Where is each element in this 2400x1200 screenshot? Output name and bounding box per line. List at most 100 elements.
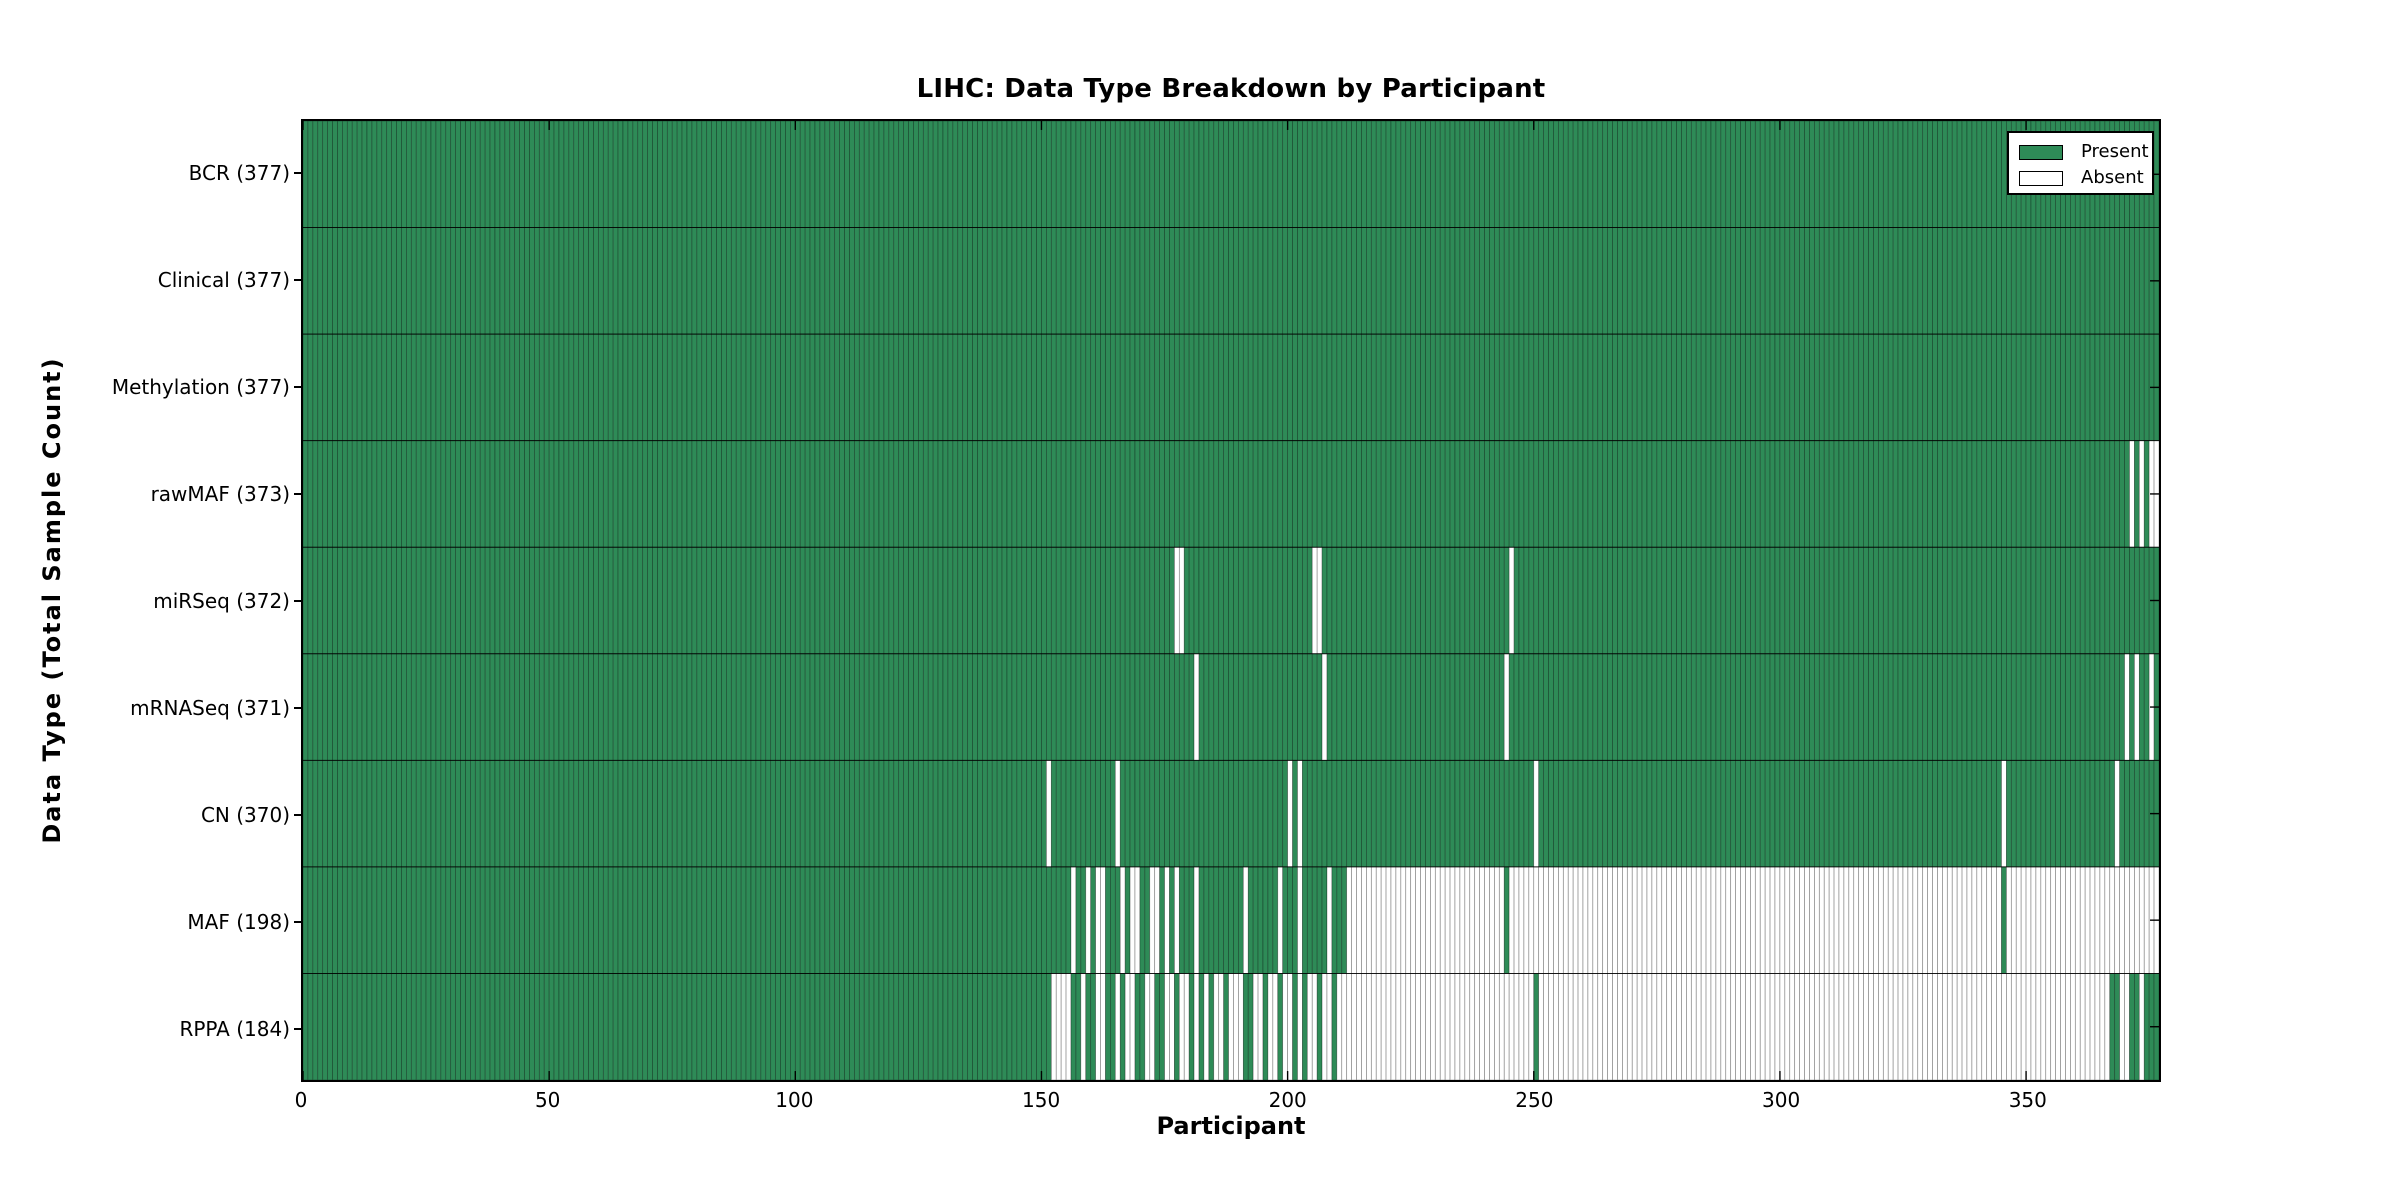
participant-cell	[1725, 121, 1732, 228]
participant-cell	[1267, 546, 1274, 655]
heatmap-row-RPPA	[303, 973, 2159, 1080]
participant-cell	[1558, 866, 1564, 974]
participant-cell	[913, 227, 919, 335]
participant-cell	[671, 440, 678, 548]
y-tick-label: Clinical (377)	[157, 267, 290, 292]
participant-cell	[1873, 973, 1879, 1080]
participant-cell	[322, 333, 328, 442]
participant-cell	[1897, 759, 1904, 868]
participant-cell	[1065, 759, 1072, 868]
participant-cell	[799, 866, 806, 974]
participant-cell	[1174, 653, 1180, 761]
participant-cell	[1164, 121, 1170, 228]
participant-cell	[1735, 227, 1741, 335]
participant-cell	[617, 866, 624, 974]
participant-cell	[2129, 546, 2135, 655]
participant-cell	[1577, 759, 1584, 868]
participant-cell	[1661, 333, 1668, 442]
participant-cell	[391, 333, 397, 442]
participant-cell	[1159, 546, 1165, 655]
participant-cell	[913, 121, 919, 228]
participant-cell	[1188, 653, 1195, 761]
participant-cell	[1892, 759, 1899, 868]
participant-cell	[499, 759, 506, 868]
participant-cell	[1607, 973, 1613, 1080]
participant-cell	[1927, 759, 1933, 868]
participant-cell	[1188, 227, 1195, 335]
participant-cell	[1238, 121, 1244, 228]
participant-cell	[381, 653, 388, 761]
participant-cell	[1818, 546, 1825, 655]
participant-cell	[602, 333, 609, 442]
participant-cell	[1036, 546, 1042, 655]
participant-cell	[2035, 333, 2042, 442]
participant-cell	[893, 546, 900, 655]
participant-cell	[863, 333, 870, 442]
participant-cell	[494, 546, 501, 655]
participant-cell	[1848, 440, 1855, 548]
participant-cell	[1021, 121, 1028, 228]
participant-cell	[479, 333, 486, 442]
participant-cell	[1164, 866, 1170, 974]
participant-cell	[1149, 227, 1156, 335]
participant-cell	[312, 333, 319, 442]
participant-cell	[1656, 653, 1663, 761]
participant-cell	[1356, 546, 1362, 655]
participant-cell	[1937, 121, 1943, 228]
participant-cell	[1828, 759, 1835, 868]
participant-cell	[1060, 973, 1067, 1080]
participant-cell	[1858, 227, 1864, 335]
participant-cell	[1134, 440, 1141, 548]
participant-cell	[745, 333, 752, 442]
participant-cell	[1641, 759, 1648, 868]
participant-cell	[1814, 653, 1820, 761]
participant-cell	[1971, 546, 1978, 655]
participant-cell	[1238, 653, 1244, 761]
participant-cell	[927, 653, 934, 761]
participant-cell	[1553, 227, 1559, 335]
participant-cell	[696, 227, 703, 335]
participant-cell	[755, 759, 762, 868]
participant-cell	[1238, 440, 1244, 548]
participant-cell	[440, 227, 447, 335]
participant-cell	[1513, 973, 1520, 1080]
participant-cell	[573, 759, 580, 868]
participant-cell	[863, 759, 870, 868]
participant-cell	[972, 440, 978, 548]
participant-cell	[2025, 653, 2032, 761]
participant-cell	[1543, 333, 1549, 442]
participant-cell	[760, 333, 767, 442]
participant-cell	[1292, 333, 1298, 442]
participant-cell	[1090, 653, 1096, 761]
participant-cell	[1661, 759, 1668, 868]
participant-cell	[1720, 227, 1727, 335]
participant-cell	[1543, 440, 1549, 548]
participant-cell	[1498, 121, 1505, 228]
participant-cell	[538, 653, 545, 761]
participant-cell	[1887, 653, 1894, 761]
participant-cell	[1996, 546, 2002, 655]
participant-cell	[1622, 227, 1628, 335]
participant-cell	[1046, 866, 1052, 974]
participant-cell	[1213, 973, 1220, 1080]
participant-cell	[1661, 546, 1668, 655]
participant-cell	[430, 653, 437, 761]
participant-cell	[1986, 440, 1992, 548]
participant-cell	[671, 333, 678, 442]
participant-cell	[2074, 759, 2081, 868]
participant-cell	[1498, 333, 1505, 442]
participant-cell	[1114, 333, 1121, 442]
participant-cell	[1001, 546, 1008, 655]
participant-cell	[430, 546, 437, 655]
participant-cell	[1759, 973, 1766, 1080]
participant-cell	[888, 866, 895, 974]
participant-cell	[573, 653, 580, 761]
participant-cell	[1331, 121, 1338, 228]
participant-cell	[474, 333, 481, 442]
participant-cell	[962, 333, 968, 442]
participant-cell	[1449, 227, 1456, 335]
participant-cell	[790, 759, 796, 868]
participant-cell	[2099, 653, 2106, 761]
participant-cell	[1587, 866, 1594, 974]
participant-cell	[1498, 866, 1505, 974]
